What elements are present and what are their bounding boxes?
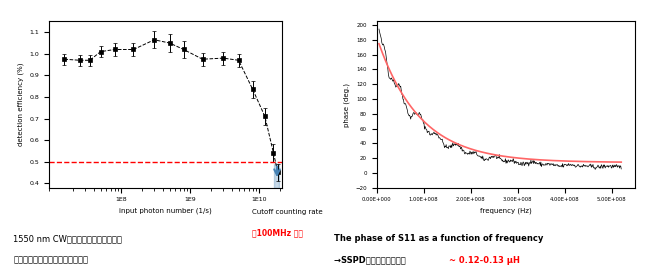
Text: 検出効率－入射フォトン数依存性: 検出効率－入射フォトン数依存性: [13, 256, 88, 265]
Text: The phase of S11 as a function of frequency: The phase of S11 as a function of freque…: [334, 234, 544, 243]
Text: Cutoff counting rate: Cutoff counting rate: [252, 209, 323, 215]
X-axis label: frequency (Hz): frequency (Hz): [480, 208, 532, 214]
Y-axis label: detection efficiency (%): detection efficiency (%): [18, 63, 24, 146]
X-axis label: input photon number (1/s): input photon number (1/s): [119, 208, 212, 214]
Text: ～100MHz 以上: ～100MHz 以上: [252, 229, 303, 238]
Y-axis label: phase (deg.): phase (deg.): [343, 83, 350, 126]
Text: →SSPDのインダクタンス: →SSPDのインダクタンス: [334, 256, 411, 265]
Text: ~ 0.12-0.13 μH: ~ 0.12-0.13 μH: [449, 256, 519, 265]
Text: 1550 nm CWレーザを入射した場合の: 1550 nm CWレーザを入射した場合の: [13, 234, 122, 243]
